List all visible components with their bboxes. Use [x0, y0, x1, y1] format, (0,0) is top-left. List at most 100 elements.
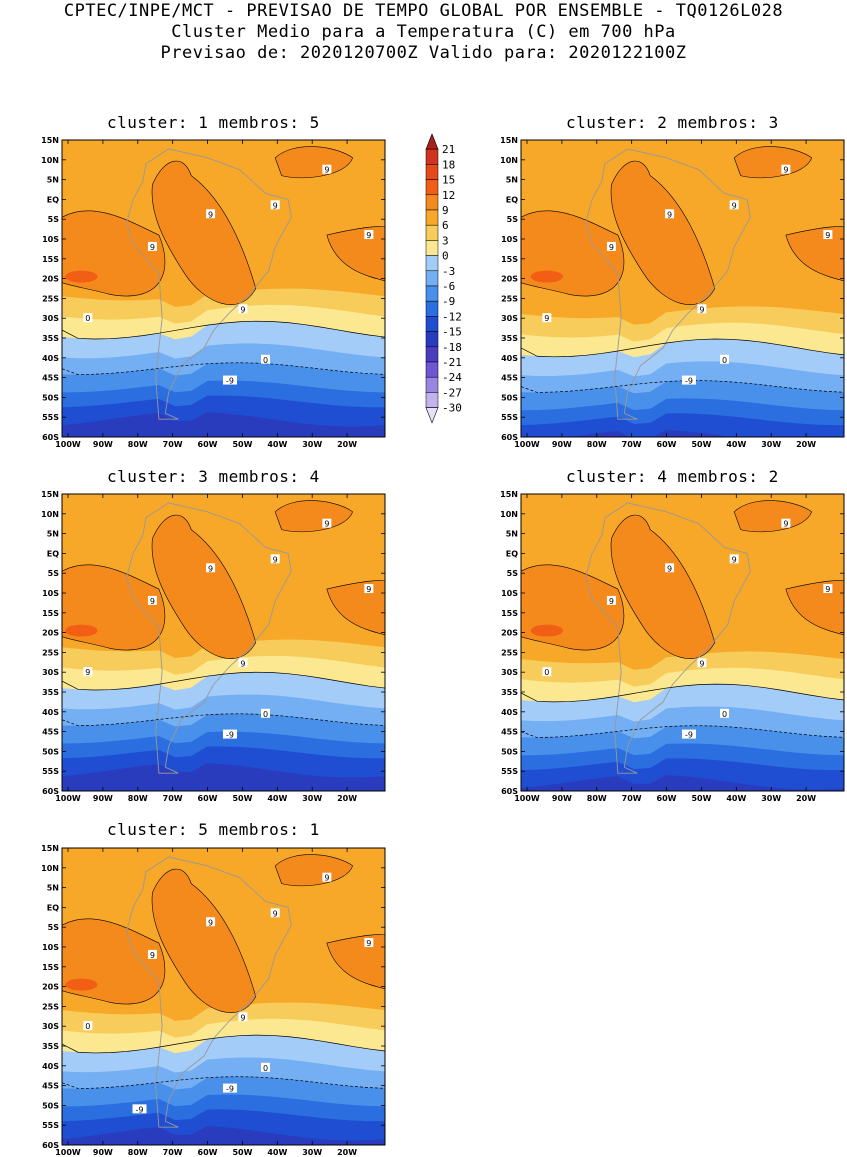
lon-tick-label: 90W: [93, 440, 113, 449]
blob-12: [530, 624, 563, 637]
colorbar-swatch: [425, 209, 439, 226]
contour-label-box: [823, 230, 833, 240]
contour-label-box: [719, 708, 729, 718]
lon-tick-label: 80W: [128, 440, 148, 449]
panel-1-title: cluster: 1 membros: 5: [107, 113, 320, 132]
map-panel-5: 9 9 9 9 9 9 0 0 -9 -9 15N 10N 5N EQ 5S 10S 15S 20S 25S 30S 3…: [41, 844, 386, 1157]
lat-tick-label: 5N: [47, 884, 59, 893]
lon-tick-label: 60W: [198, 1148, 218, 1157]
contour-label-box: [681, 729, 696, 739]
colorbar-swatch: [425, 376, 439, 393]
blob-9-continent: [610, 160, 716, 305]
contour-label-box: [147, 595, 157, 605]
lat-tick-label: 25S: [501, 294, 518, 303]
lat-tick-label: 20S: [501, 275, 518, 284]
band-minus18: [62, 1126, 385, 1145]
contour-label: 9: [609, 597, 614, 606]
lat-tick-label: 15N: [500, 490, 518, 499]
contour-label-box: [322, 872, 332, 882]
header-line-3: Previsao de: 2020120700Z Valido para: 20…: [160, 43, 687, 63]
lat-tick-label: 25S: [42, 294, 59, 303]
lon-tick-label: 50W: [232, 794, 252, 803]
contour-label-box: [270, 554, 280, 564]
colorbar-label: -12: [442, 310, 462, 323]
south-america-outline: [585, 148, 751, 420]
lat-tick-label: 5S: [48, 569, 60, 578]
panel-5-title: cluster: 5 membros: 1: [107, 820, 320, 839]
south-america-outline: [126, 856, 292, 1128]
contour-label-box: [132, 1104, 147, 1114]
colorbar-swatch: [425, 300, 439, 317]
map-panel-2: 9 9 9 9 9 9 9 0 -9 15N 10N 5N EQ 5S 10S 15S 20S 25S 30S 35S…: [500, 136, 845, 449]
contour-label: 0: [263, 356, 268, 365]
lat-tick-label: 5S: [507, 215, 519, 224]
contour-label-box: [364, 938, 374, 948]
contour-label: 9: [150, 243, 155, 252]
colorbar-label: -27: [442, 386, 462, 399]
lat-tick-label: 30S: [501, 314, 518, 323]
panel-frame: [520, 139, 845, 438]
south-america-outline: [126, 148, 292, 420]
contour-label-box: [697, 304, 707, 314]
lat-tick-label: 60S: [42, 1141, 59, 1150]
contour-label-box: [238, 658, 248, 668]
contour-label-box: [147, 241, 157, 251]
lon-tick-label: 80W: [587, 440, 607, 449]
colorbar-swatch: [425, 224, 439, 241]
colorbar-bottom-arrow: [425, 407, 439, 424]
lat-tick-label: 50S: [42, 747, 59, 756]
contour-label: 0: [722, 356, 727, 365]
contour-label-box: [719, 354, 729, 364]
lat-tick-label: 15S: [501, 609, 518, 618]
lat-tick-label: 45S: [42, 1082, 59, 1091]
lat-tick-label: 10S: [501, 589, 518, 598]
lat-tick-label: 5S: [48, 923, 60, 932]
blob-12: [65, 978, 98, 991]
lon-tick-label: 90W: [93, 794, 113, 803]
lat-tick-label: 35S: [42, 334, 59, 343]
lon-tick-label: 60W: [657, 440, 677, 449]
contour-label: 9: [324, 520, 329, 529]
lat-tick-label: 50S: [501, 747, 518, 756]
contour-label: 9: [273, 201, 278, 210]
lat-tick-label: 55S: [42, 767, 59, 776]
contour-label: -9: [226, 377, 234, 386]
contour-label-box: [781, 518, 791, 528]
lat-tick-label: 15S: [42, 255, 59, 264]
blob-12: [530, 270, 563, 283]
lon-tick-label: 40W: [726, 794, 746, 803]
lat-tick-label: 20S: [42, 275, 59, 284]
map-panel-1: 9 9 9 9 9 9 0 0 -9 15N 10N 5N EQ 5S 10S 15S 20S 25S 30S 35S…: [41, 136, 386, 449]
contour-label: 9: [825, 585, 830, 594]
lat-tick-label: 35S: [501, 688, 518, 697]
contour-label: 9: [324, 874, 329, 883]
contour-label: 9: [732, 201, 737, 210]
contour-minus9: [521, 725, 844, 738]
lat-tick-label: 5N: [47, 530, 59, 539]
colorbar-label: 3: [442, 234, 449, 247]
lon-tick-label: 30W: [302, 794, 322, 803]
lat-tick-label: EQ: [47, 903, 59, 912]
lon-tick-label: 20W: [796, 440, 816, 449]
contour-label: 0: [722, 710, 727, 719]
lon-tick-label: 100W: [55, 1148, 81, 1157]
colorbar-label: 18: [442, 158, 455, 171]
contour-0: [62, 671, 385, 691]
contour-label-box: [542, 667, 552, 677]
lon-tick-label: 50W: [232, 440, 252, 449]
lat-tick-label: 50S: [42, 1101, 59, 1110]
lat-tick-label: 55S: [42, 413, 59, 422]
lat-tick-label: 15N: [41, 490, 59, 499]
contour-label-box: [83, 313, 93, 323]
lat-tick-label: 30S: [42, 668, 59, 677]
lat-tick-label: 45S: [501, 374, 518, 383]
colorbar-top-arrow: [425, 133, 439, 150]
contour-label-box: [83, 1021, 93, 1031]
lat-tick-label: 15N: [41, 844, 59, 853]
lat-tick-label: 15S: [501, 255, 518, 264]
lat-tick-label: 50S: [42, 393, 59, 402]
contour-label-box: [206, 209, 216, 219]
panel-4-title: cluster: 4 membros: 2: [566, 467, 779, 486]
blob-9-east: [326, 226, 385, 282]
colorbar-swatch: [425, 316, 439, 332]
